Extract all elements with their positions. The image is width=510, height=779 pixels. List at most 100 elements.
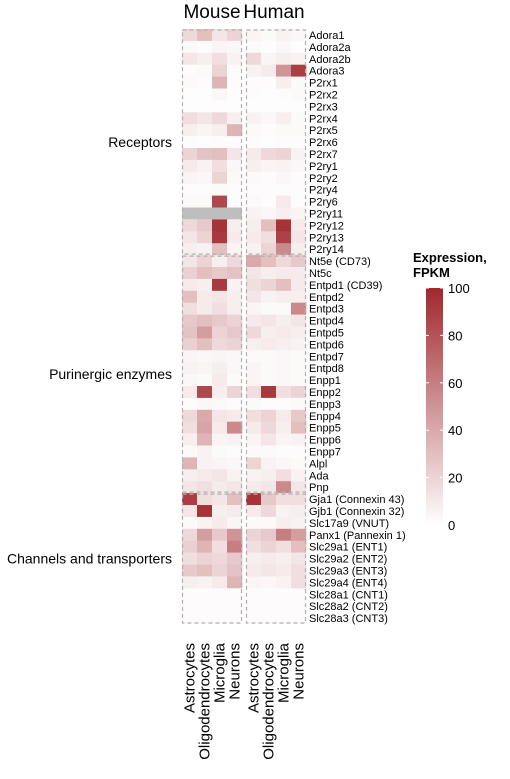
cell-human-10-2 [276,148,292,161]
cell-type-label: Neurons [291,643,308,700]
cell-mouse-22-1 [197,290,213,303]
cell-human-14-0 [246,195,262,208]
cell-human-46-1 [261,576,277,589]
cell-mouse-43-2 [212,540,228,553]
cell-human-28-2 [276,362,292,375]
cell-mouse-22-0 [182,290,198,303]
legend-tick-label: 100 [448,281,470,296]
cell-human-14-2 [276,195,292,208]
species-header-human: Human [243,2,304,23]
cell-mouse-33-3 [227,421,243,434]
cell-human-1-1 [261,40,277,54]
cell-human-38-0 [246,481,262,494]
cell-human-29-3 [291,374,307,387]
cell-human-21-0 [246,278,262,292]
group-box-2-0 [181,493,243,624]
cell-human-7-1 [261,112,277,125]
cell-mouse-2-2 [212,52,228,65]
cell-human-46-3 [291,576,307,589]
cell-human-37-3 [291,469,307,482]
cell-human-22-1 [261,290,277,303]
cell-human-31-0 [246,397,262,411]
cell-mouse-16-1 [197,219,213,232]
gene-label: Adora1 [309,30,344,42]
cell-human-2-3 [291,52,307,65]
cell-mouse-20-1 [197,267,213,280]
cell-mouse-21-3 [227,278,243,292]
cell-human-44-3 [291,552,307,565]
gene-label: P2rx7 [309,149,338,161]
cell-mouse-2-3 [227,52,243,65]
cell-mouse-31-0 [182,397,198,411]
cell-mouse-31-3 [227,397,243,411]
cell-human-10-0 [246,148,262,161]
cell-human-48-1 [261,600,277,613]
cell-mouse-42-3 [227,528,243,541]
gene-label: Entpd6 [309,339,344,351]
gene-label: Enpp4 [309,411,341,423]
cell-human-26-1 [261,338,277,351]
cell-human-16-2 [276,219,292,232]
cell-human-49-0 [246,612,262,625]
cell-mouse-45-3 [227,564,243,577]
cell-human-16-0 [246,219,262,232]
cell-human-8-3 [291,124,307,137]
cell-mouse-21-0 [182,278,198,292]
gene-label: Ada [309,470,329,482]
cell-human-12-3 [291,171,307,184]
gene-label: Entpd4 [309,316,344,328]
cell-human-23-3 [291,302,307,315]
cell-human-36-2 [276,457,292,470]
cell-mouse-42-2 [212,528,228,541]
cell-human-39-1 [261,493,277,506]
cell-mouse-28-1 [197,362,213,375]
cell-mouse-11-0 [182,159,198,173]
cell-mouse-25-0 [182,326,198,339]
gene-label: P2rx5 [309,125,338,137]
cell-mouse-36-3 [227,457,243,470]
cell-mouse-43-1 [197,540,213,553]
cell-human-33-3 [291,421,307,434]
cell-mouse-10-0 [182,148,198,161]
cell-human-22-2 [276,290,292,303]
cell-mouse-45-2 [212,564,228,577]
cell-mouse-4-3 [227,76,243,89]
cell-mouse-24-0 [182,314,198,327]
cell-human-37-0 [246,469,262,482]
cell-human-33-0 [246,421,262,434]
cell-mouse-40-0 [182,505,198,518]
cell-human-40-1 [261,505,277,518]
cell-mouse-13-1 [197,183,213,196]
cell-mouse-46-2 [212,576,228,589]
cell-type-labels: AstrocytesOligodendrocytesMicrogliaNeuro… [182,642,308,759]
gene-label: Adora2b [309,54,351,66]
cell-mouse-31-1 [197,397,213,411]
gene-label: Gja1 (Connexin 43) [309,494,404,506]
cell-mouse-29-2 [212,374,228,387]
cell-human-10-1 [261,148,277,161]
cell-mouse-30-3 [227,386,243,399]
group-label: Receptors [108,134,172,150]
cell-human-49-1 [261,612,277,625]
cell-human-49-3 [291,612,307,625]
cell-mouse-22-3 [227,290,243,303]
cell-mouse-26-3 [227,338,243,351]
cell-mouse-41-2 [212,516,228,530]
gene-label: Alpl [309,458,327,470]
gene-label: Adora2a [309,42,351,54]
gene-label: Gjb1 (Connexin 32) [309,506,404,518]
cell-mouse-27-0 [182,350,198,363]
cell-human-28-3 [291,362,307,375]
species-header-mouse: Mouse [183,2,240,23]
group-box-0-0 [181,29,243,255]
cell-human-24-3 [291,314,307,327]
cell-mouse-42-0 [182,528,198,541]
cell-human-9-0 [246,136,262,149]
cell-mouse-20-2 [212,267,228,280]
cell-human-0-2 [276,29,292,42]
cell-human-34-0 [246,433,262,446]
cell-human-13-0 [246,183,262,196]
cell-human-47-0 [246,588,262,601]
gene-label: P2ry2 [309,173,338,185]
cell-human-28-0 [246,362,262,375]
